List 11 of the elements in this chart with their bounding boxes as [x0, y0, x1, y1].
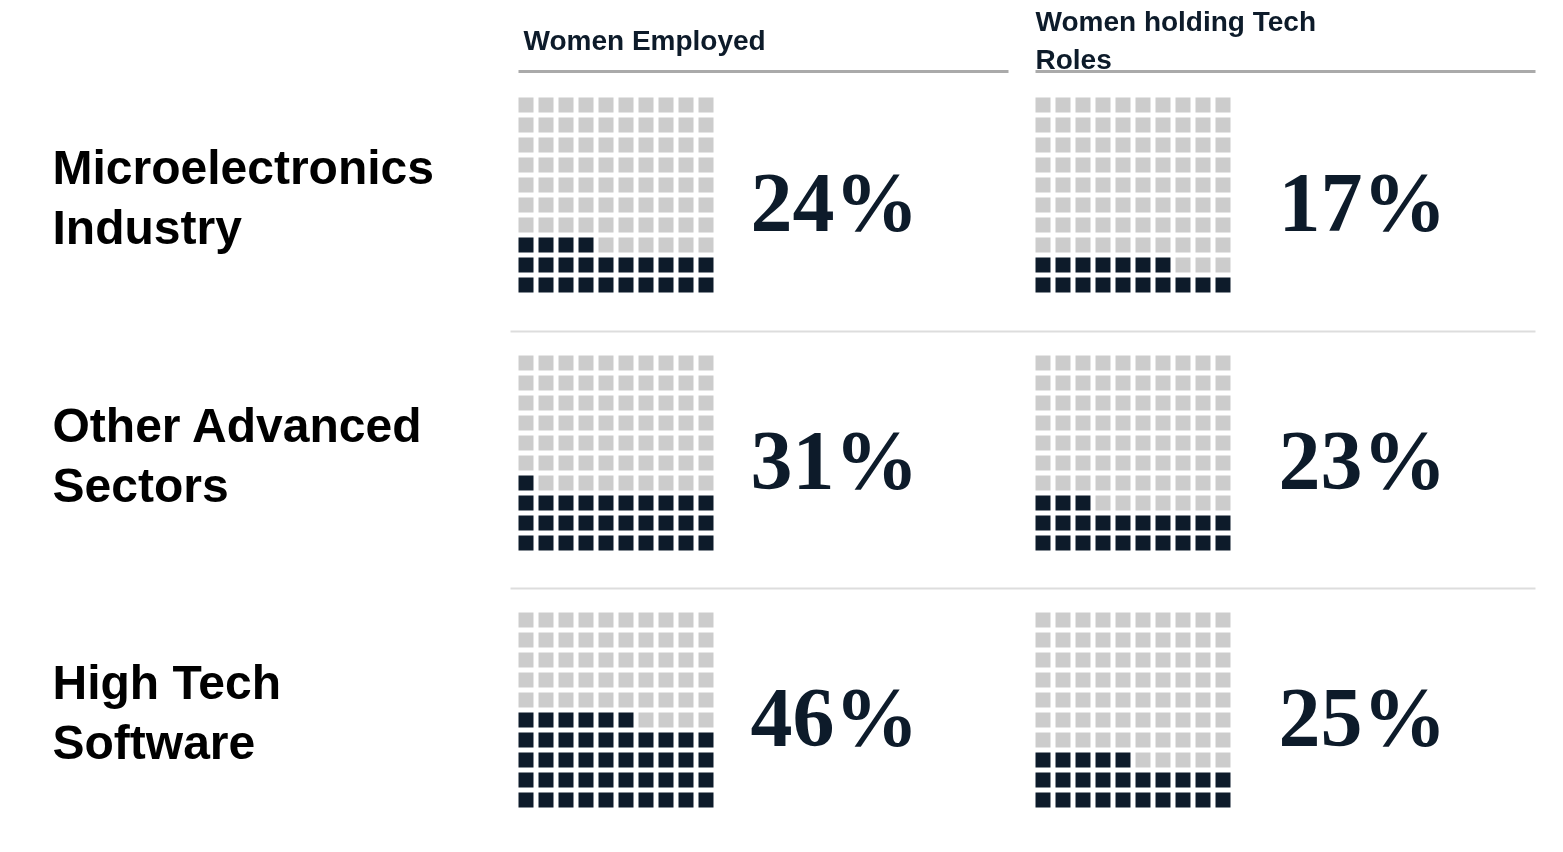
data-label: 24% [750, 156, 919, 249]
category-label: Microelectronics Industry [52, 140, 434, 255]
data-label: 31% [750, 414, 919, 507]
data-label: 25% [1278, 671, 1447, 764]
legend-label: Women Employed [523, 25, 766, 56]
data-label: 17% [1278, 156, 1447, 249]
category-label: High Tech Software [52, 655, 281, 770]
legend-label: Women holding Tech Roles [1035, 5, 1317, 76]
data-label: 46% [750, 671, 919, 764]
data-label: 23% [1278, 414, 1447, 507]
category-label: Other Advanced Sectors [52, 398, 422, 513]
